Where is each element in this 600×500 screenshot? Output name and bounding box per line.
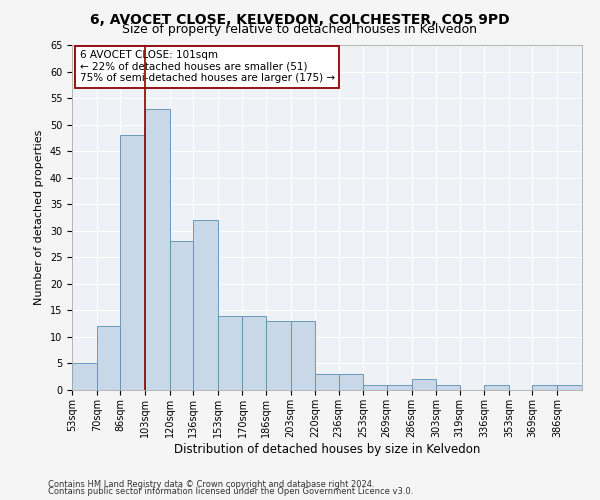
Bar — [387, 384, 412, 390]
Bar — [364, 384, 387, 390]
Bar — [557, 384, 582, 390]
Bar — [97, 326, 120, 390]
X-axis label: Distribution of detached houses by size in Kelvedon: Distribution of detached houses by size … — [174, 442, 480, 456]
Bar — [72, 364, 97, 390]
Bar — [316, 374, 338, 390]
Bar — [338, 374, 364, 390]
Text: 6 AVOCET CLOSE: 101sqm
← 22% of detached houses are smaller (51)
75% of semi-det: 6 AVOCET CLOSE: 101sqm ← 22% of detached… — [80, 50, 335, 84]
Bar — [412, 380, 436, 390]
Text: Contains HM Land Registry data © Crown copyright and database right 2024.: Contains HM Land Registry data © Crown c… — [48, 480, 374, 489]
Bar — [290, 321, 316, 390]
Bar — [218, 316, 242, 390]
Text: Size of property relative to detached houses in Kelvedon: Size of property relative to detached ho… — [122, 22, 478, 36]
Y-axis label: Number of detached properties: Number of detached properties — [34, 130, 44, 305]
Bar — [484, 384, 509, 390]
Bar — [242, 316, 266, 390]
Bar — [170, 242, 193, 390]
Bar — [120, 135, 145, 390]
Bar — [266, 321, 290, 390]
Text: Contains public sector information licensed under the Open Government Licence v3: Contains public sector information licen… — [48, 487, 413, 496]
Bar — [436, 384, 460, 390]
Bar — [532, 384, 557, 390]
Bar — [193, 220, 218, 390]
Text: 6, AVOCET CLOSE, KELVEDON, COLCHESTER, CO5 9PD: 6, AVOCET CLOSE, KELVEDON, COLCHESTER, C… — [90, 12, 510, 26]
Bar — [145, 108, 170, 390]
